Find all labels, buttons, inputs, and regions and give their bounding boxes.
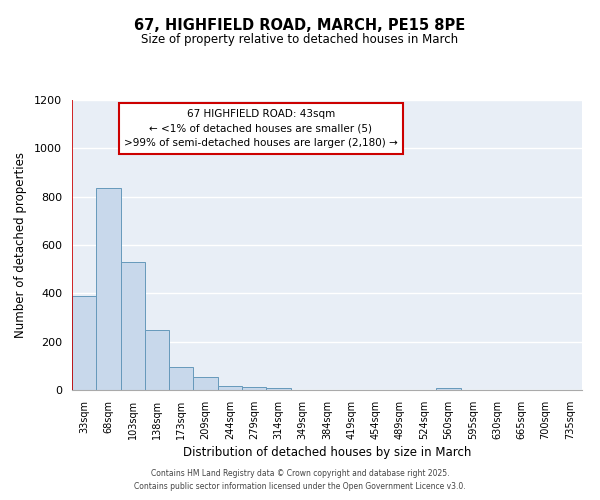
- Text: Contains HM Land Registry data © Crown copyright and database right 2025.: Contains HM Land Registry data © Crown c…: [151, 468, 449, 477]
- Bar: [96, 188, 121, 390]
- Bar: [242, 387, 266, 390]
- Bar: [145, 330, 169, 390]
- Text: 67, HIGHFIELD ROAD, MARCH, PE15 8PE: 67, HIGHFIELD ROAD, MARCH, PE15 8PE: [134, 18, 466, 32]
- Bar: [218, 386, 242, 390]
- Bar: [72, 296, 96, 390]
- Bar: [121, 262, 145, 390]
- X-axis label: Distribution of detached houses by size in March: Distribution of detached houses by size …: [183, 446, 471, 459]
- Text: Contains public sector information licensed under the Open Government Licence v3: Contains public sector information licen…: [134, 482, 466, 491]
- Text: Size of property relative to detached houses in March: Size of property relative to detached ho…: [142, 32, 458, 46]
- Y-axis label: Number of detached properties: Number of detached properties: [14, 152, 27, 338]
- Bar: [169, 366, 193, 390]
- Bar: [436, 388, 461, 390]
- Bar: [193, 378, 218, 390]
- Bar: [266, 388, 290, 390]
- Text: 67 HIGHFIELD ROAD: 43sqm
← <1% of detached houses are smaller (5)
>99% of semi-d: 67 HIGHFIELD ROAD: 43sqm ← <1% of detach…: [124, 108, 398, 148]
